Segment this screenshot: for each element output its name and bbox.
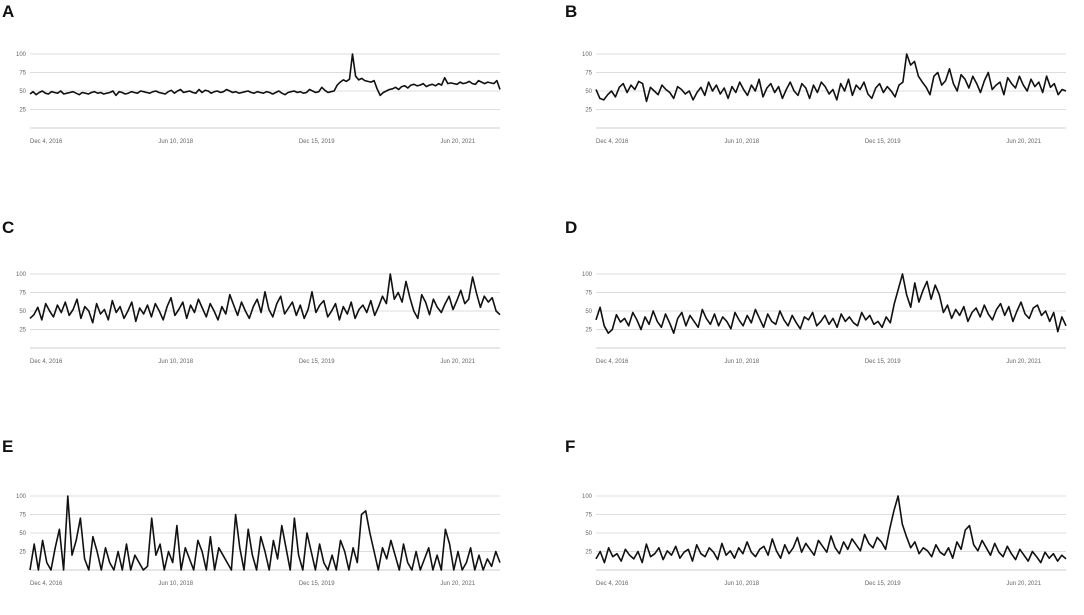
panel-label-d: D bbox=[565, 218, 578, 237]
y-tick-label: 75 bbox=[19, 291, 26, 297]
x-tick-label: Dec 15, 2019 bbox=[299, 581, 335, 587]
y-tick-label: 100 bbox=[582, 52, 593, 58]
x-tick-label: Jun 10, 2018 bbox=[724, 139, 759, 145]
y-tick-label: 25 bbox=[19, 550, 26, 556]
x-tick-label: Jun 20, 2021 bbox=[440, 139, 475, 145]
x-tick-label: Jun 10, 2018 bbox=[724, 581, 759, 587]
y-tick-label: 50 bbox=[19, 89, 26, 95]
x-tick-label: Dec 15, 2019 bbox=[865, 581, 901, 587]
trend-chart-e: 25 50 75 100 Dec 4, 2016 Jun 10, 2018 Dec 15, … bbox=[16, 494, 501, 587]
y-tick-label: 25 bbox=[585, 108, 592, 114]
y-tick-label: 100 bbox=[16, 272, 27, 278]
y-tick-label: 25 bbox=[19, 328, 26, 334]
x-tick-label: Dec 4, 2016 bbox=[30, 139, 63, 145]
y-tick-label: 25 bbox=[19, 108, 26, 114]
x-tick-label: Jun 10, 2018 bbox=[158, 581, 193, 587]
y-tick-label: 100 bbox=[16, 494, 27, 500]
panel-label-e: E bbox=[2, 437, 14, 456]
x-tick-label: Dec 15, 2019 bbox=[299, 139, 335, 145]
y-tick-label: 75 bbox=[585, 71, 592, 77]
series-line bbox=[29, 495, 501, 571]
y-tick-label: 75 bbox=[585, 513, 592, 519]
trend-chart-b: 25 50 75 100 Dec 4, 2016 Jun 10, 2018 Dec 15, … bbox=[582, 52, 1067, 145]
x-tick-label: Dec 15, 2019 bbox=[865, 139, 901, 145]
y-tick-label: 25 bbox=[585, 328, 592, 334]
y-tick-label: 50 bbox=[585, 531, 592, 537]
panel-label-a: A bbox=[2, 2, 15, 21]
x-tick-label: Jun 20, 2021 bbox=[440, 359, 475, 365]
y-tick-label: 75 bbox=[585, 291, 592, 297]
panel-label-c: C bbox=[2, 218, 15, 237]
x-tick-label: Dec 4, 2016 bbox=[30, 359, 63, 365]
y-tick-label: 50 bbox=[19, 531, 26, 537]
x-tick-label: Jun 20, 2021 bbox=[1006, 581, 1041, 587]
series-line bbox=[595, 53, 1067, 103]
series-line bbox=[595, 273, 1067, 334]
y-tick-label: 25 bbox=[585, 550, 592, 556]
x-tick-label: Jun 10, 2018 bbox=[158, 359, 193, 365]
x-tick-label: Jun 20, 2021 bbox=[440, 581, 475, 587]
x-tick-label: Jun 10, 2018 bbox=[724, 359, 759, 365]
x-tick-label: Jun 20, 2021 bbox=[1006, 359, 1041, 365]
trend-chart-c: 25 50 75 100 Dec 4, 2016 Jun 10, 2018 Dec 15, … bbox=[16, 272, 501, 365]
panel-label-f: F bbox=[565, 437, 576, 456]
x-tick-label: Jun 10, 2018 bbox=[158, 139, 193, 145]
trend-chart-d: 25 50 75 100 Dec 4, 2016 Jun 10, 2018 Dec 15, … bbox=[582, 272, 1067, 365]
x-tick-label: Dec 4, 2016 bbox=[30, 581, 63, 587]
trend-chart-f: 25 50 75 100 Dec 4, 2016 Jun 10, 2018 Dec 15, … bbox=[582, 494, 1067, 587]
y-tick-label: 75 bbox=[19, 71, 26, 77]
y-tick-label: 100 bbox=[582, 494, 593, 500]
y-tick-label: 50 bbox=[585, 89, 592, 95]
y-tick-label: 100 bbox=[582, 272, 593, 278]
x-tick-label: Dec 15, 2019 bbox=[865, 359, 901, 365]
x-tick-label: Dec 4, 2016 bbox=[596, 139, 629, 145]
y-tick-label: 75 bbox=[19, 513, 26, 519]
x-tick-label: Jun 20, 2021 bbox=[1006, 139, 1041, 145]
y-tick-label: 100 bbox=[16, 52, 27, 58]
trend-chart-a: 25 50 75 100 Dec 4, 2016 Jun 10, 2018 Dec 15, … bbox=[16, 52, 501, 145]
x-tick-label: Dec 4, 2016 bbox=[596, 359, 629, 365]
y-tick-label: 50 bbox=[585, 309, 592, 315]
series-line bbox=[29, 53, 501, 97]
series-line bbox=[595, 495, 1067, 564]
x-tick-label: Dec 15, 2019 bbox=[299, 359, 335, 365]
panel-label-b: B bbox=[565, 2, 578, 21]
x-tick-label: Dec 4, 2016 bbox=[596, 581, 629, 587]
y-tick-label: 50 bbox=[19, 309, 26, 315]
series-line bbox=[29, 273, 501, 324]
